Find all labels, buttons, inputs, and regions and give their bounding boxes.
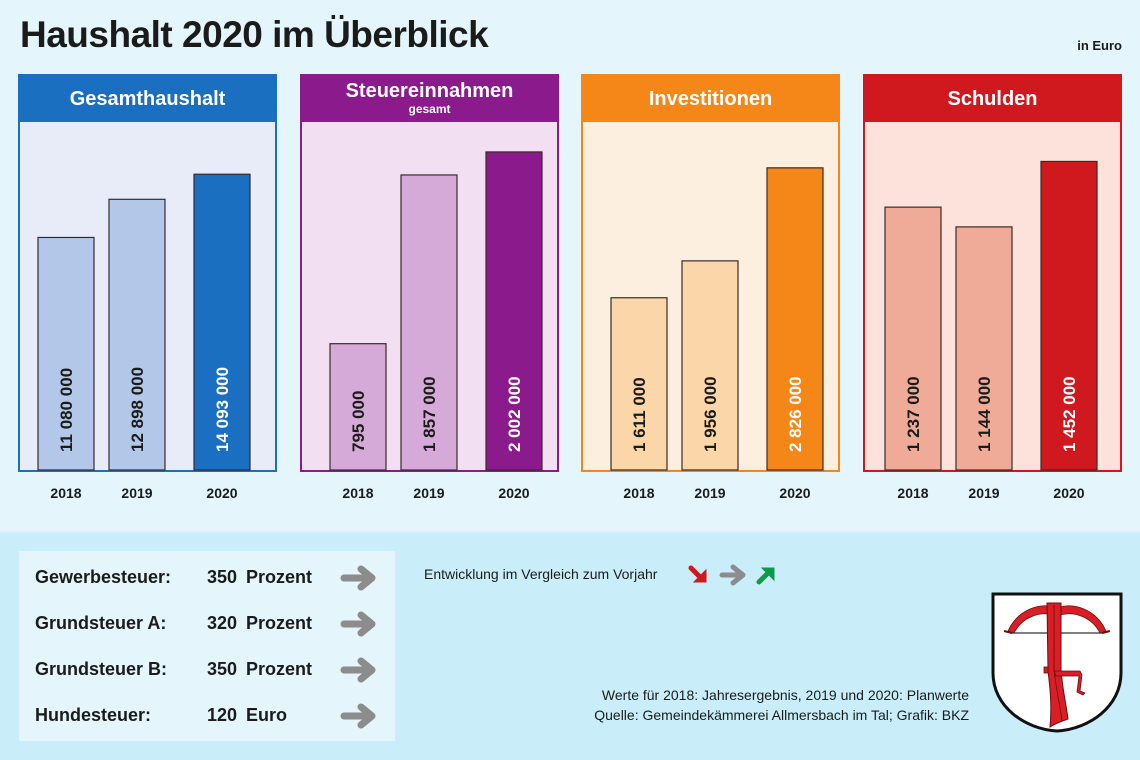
arrow-down-right-icon bbox=[688, 565, 707, 583]
arrow-right-icon bbox=[340, 703, 378, 734]
arrow-right-icon bbox=[340, 565, 378, 596]
x-tick-label: 2019 bbox=[413, 485, 444, 501]
bar-2020 bbox=[193, 173, 251, 471]
bar-2018 bbox=[610, 297, 668, 471]
panel-header: Gesamthaushalt bbox=[20, 76, 275, 122]
unit-label: in Euro bbox=[1077, 38, 1122, 53]
tax-value: 350 bbox=[206, 567, 237, 587]
bar-value-label: 1 956 000 bbox=[701, 376, 720, 452]
note-values: Werte für 2018: Jahresergebnis, 2019 und… bbox=[601, 687, 969, 703]
page-title: Haushalt 2020 im Überblick bbox=[20, 14, 489, 55]
arrow-right-icon bbox=[340, 611, 378, 642]
bar-2019 bbox=[400, 174, 458, 471]
bar-value-label: 2 002 000 bbox=[505, 376, 524, 452]
bar-value-label: 1 452 000 bbox=[1060, 376, 1079, 452]
tax-row-hundesteuer: Hundesteuer: 120 Euro bbox=[35, 701, 385, 731]
tax-row-grundsteuer-b: Grundsteuer B: 350 Prozent bbox=[35, 655, 385, 685]
bar-2019 bbox=[681, 260, 739, 471]
x-tick-label: 2018 bbox=[897, 485, 928, 501]
tax-unit: Euro bbox=[246, 705, 288, 725]
bar-value-label: 1 237 000 bbox=[904, 376, 923, 452]
bar-chart: 1 237 000 2018 1 144 000 2019 1 452 000 2020 bbox=[884, 160, 1098, 501]
bar-value-label: 1 611 000 bbox=[630, 377, 649, 452]
bar-value-label: 14 093 000 bbox=[213, 367, 232, 452]
bar-chart: 795 000 2018 1 857 000 2019 2 002 000 2020 bbox=[329, 151, 543, 501]
arrow-right-icon bbox=[340, 657, 378, 688]
tax-unit: Prozent bbox=[246, 613, 313, 633]
bar-value-label: 2 826 000 bbox=[786, 376, 805, 452]
panel-title: Gesamthaushalt bbox=[69, 88, 226, 110]
x-tick-label: 2019 bbox=[968, 485, 999, 501]
bar-2018 bbox=[37, 236, 95, 471]
x-tick-label: 2018 bbox=[342, 485, 373, 501]
bar-chart: 11 080 000 2018 12 898 000 2019 14 093 000 20… bbox=[37, 173, 251, 501]
bar-value-label: 1 857 000 bbox=[420, 376, 439, 452]
x-tick-label: 2020 bbox=[206, 485, 237, 501]
bar-2020 bbox=[766, 167, 824, 471]
bar-value-label: 11 080 000 bbox=[57, 368, 76, 452]
x-tick-label: 2020 bbox=[779, 485, 810, 501]
info-section: Gewerbesteuer: 350 Prozent Grundsteuer A… bbox=[0, 531, 1140, 760]
tax-unit: Prozent bbox=[246, 659, 313, 679]
x-tick-label: 2020 bbox=[1053, 485, 1084, 501]
x-tick-label: 2018 bbox=[623, 485, 654, 501]
trend-legend-text: Entwicklung im Vergleich zum Vorjahr bbox=[424, 566, 658, 582]
tax-name: Grundsteuer B: bbox=[35, 659, 168, 679]
note-source: Quelle: Gemeindekämmerei Allmersbach im … bbox=[594, 707, 969, 723]
tax-value: 120 bbox=[206, 705, 237, 725]
chart-panel-investitionen: Investitionen 1 611 000 2018 1 956 000 2019… bbox=[581, 74, 840, 501]
x-tick-label: 2018 bbox=[50, 485, 81, 501]
source-notes: Werte für 2018: Jahresergebnis, 2019 und… bbox=[594, 685, 969, 725]
arrow-up-right-icon bbox=[756, 567, 775, 585]
panel-header: Steuereinnahmen gesamt bbox=[302, 76, 557, 122]
chart-panel-schulden: Schulden 1 237 000 2018 1 144 000 2019 1 452… bbox=[863, 74, 1122, 501]
panel-header: Schulden bbox=[865, 76, 1120, 122]
tax-name: Grundsteuer A: bbox=[35, 613, 167, 633]
bar-2019 bbox=[955, 226, 1013, 471]
bar-2018 bbox=[329, 343, 387, 471]
panel-subtitle: gesamt bbox=[408, 102, 451, 116]
chart-panel-steuereinnahmen: Steuereinnahmen gesamt 795 000 2018 1 857 … bbox=[300, 74, 559, 501]
bar-chart: 1 611 000 2018 1 956 000 2019 2 826 000 2020 bbox=[610, 167, 824, 501]
tax-row-gewerbesteuer: Gewerbesteuer: 350 Prozent bbox=[35, 563, 385, 593]
coat-of-arms-icon bbox=[990, 591, 1124, 738]
bar-value-label: 12 898 000 bbox=[128, 367, 147, 452]
x-tick-label: 2020 bbox=[498, 485, 529, 501]
x-tick-label: 2019 bbox=[694, 485, 725, 501]
x-tick-label: 2019 bbox=[121, 485, 152, 501]
tax-value: 320 bbox=[206, 613, 237, 633]
tax-name: Hundesteuer: bbox=[35, 705, 152, 725]
panel-title: Schulden bbox=[947, 88, 1038, 110]
arrow-right-icon bbox=[719, 564, 746, 586]
tax-row-grundsteuer-a: Grundsteuer A: 320 Prozent bbox=[35, 609, 385, 639]
trend-legend-icons bbox=[688, 563, 780, 592]
tax-unit: Prozent bbox=[246, 567, 313, 587]
panel-title: Investitionen bbox=[648, 88, 773, 110]
panel-title: Steuereinnahmen bbox=[345, 80, 514, 102]
bar-value-label: 1 144 000 bbox=[975, 376, 994, 452]
panel-header: Investitionen bbox=[583, 76, 838, 122]
bar-value-label: 795 000 bbox=[349, 391, 368, 452]
bar-2020 bbox=[1040, 160, 1098, 471]
tax-value: 350 bbox=[206, 659, 237, 679]
tax-name: Gewerbesteuer: bbox=[35, 567, 172, 587]
bar-2018 bbox=[884, 206, 942, 471]
chart-panel-gesamthaushalt: Gesamthaushalt 11 080 000 2018 12 898 000 2… bbox=[18, 74, 277, 501]
bar-2020 bbox=[485, 151, 543, 471]
bar-2019 bbox=[108, 198, 166, 471]
tax-rates-box: Gewerbesteuer: 350 Prozent Grundsteuer A… bbox=[19, 551, 395, 741]
